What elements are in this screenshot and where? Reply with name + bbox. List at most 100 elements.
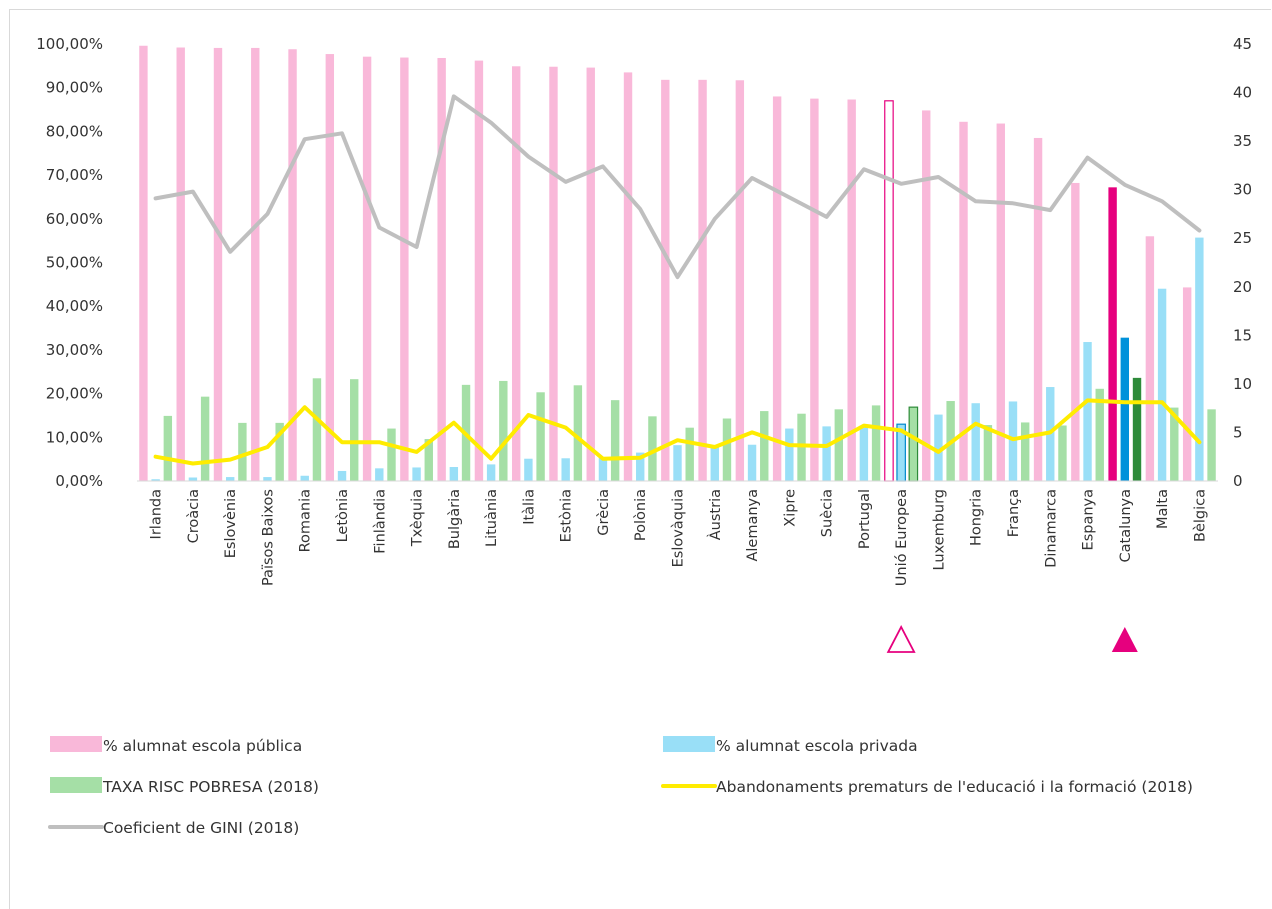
bar-poverty xyxy=(350,379,359,481)
bar-poverty xyxy=(685,427,694,481)
category-label: Lituània xyxy=(484,489,500,547)
y-right-tick-label: 5 xyxy=(1233,423,1243,441)
series-line xyxy=(153,94,1202,280)
category-label: Portugal xyxy=(857,489,873,549)
bar-private xyxy=(225,477,235,481)
legend-label: % alumnat escola privada xyxy=(716,737,918,755)
bar-private xyxy=(151,479,160,481)
bar-public xyxy=(623,72,633,481)
category-label: Romania xyxy=(298,489,314,552)
legend-label: Abandonaments prematurs de l'educació i … xyxy=(716,778,1193,796)
category-label: Finlàndia xyxy=(372,489,388,554)
bar-poverty xyxy=(238,422,247,481)
bar-public xyxy=(400,57,409,482)
right-axis-ticks: 0 5 10 15 20 25 30 35 40 45 xyxy=(1233,35,1252,490)
y-right-tick-label: 35 xyxy=(1233,132,1252,150)
category-label: Eslovàquia xyxy=(671,489,687,567)
bar-public xyxy=(362,56,372,481)
y-right-tick-label: 10 xyxy=(1233,375,1252,393)
category-label: Suècia xyxy=(820,489,836,537)
bar-private xyxy=(375,468,384,481)
bar-poverty xyxy=(871,405,881,481)
left-axis-ticks: 0,00% 10,00% 20,00% 30,00% 40,00% 50,00% 60,00… xyxy=(36,35,103,490)
bar-poverty xyxy=(573,385,583,481)
bar-private xyxy=(636,452,645,481)
bar-private xyxy=(1083,342,1092,481)
bar-public xyxy=(176,47,185,481)
bar-poverty xyxy=(200,396,210,481)
bar-private xyxy=(1195,237,1204,481)
bar-private xyxy=(747,444,757,481)
bar-public xyxy=(698,79,707,482)
y-left-tick-label: 80,00% xyxy=(46,122,103,140)
bar-public xyxy=(1182,287,1192,481)
category-label: Luxemburg xyxy=(931,489,947,571)
legend-swatch xyxy=(50,777,102,793)
bar-public xyxy=(549,66,558,481)
category-label: Bèlgica xyxy=(1192,489,1208,542)
bar-private xyxy=(971,403,980,481)
category-label: Letònia xyxy=(335,489,351,542)
bar-private xyxy=(449,467,459,481)
bar-poverty xyxy=(610,400,620,481)
y-left-tick-label: 40,00% xyxy=(46,297,103,315)
bar-poverty xyxy=(275,422,284,481)
category-label: Espanya xyxy=(1081,489,1097,550)
category-label: Txèquia xyxy=(410,489,426,547)
y-right-tick-label: 25 xyxy=(1233,229,1252,247)
highlight-markers xyxy=(886,625,1138,653)
legend-label: TAXA RISC POBRESA (2018) xyxy=(102,778,319,796)
bar-private xyxy=(934,414,943,481)
bar-private xyxy=(524,458,533,481)
category-labels: Irlanda Croàcia Eslovènia Països Baixos Roma… xyxy=(149,489,1209,586)
bar-private xyxy=(859,425,869,481)
legend-swatch xyxy=(50,736,102,752)
bar-poverty xyxy=(1132,377,1142,481)
category-label: Eslovènia xyxy=(223,489,239,558)
bar-public xyxy=(437,57,446,481)
bar-public xyxy=(139,45,148,482)
y-left-tick-label: 10,00% xyxy=(46,428,103,446)
bar-public xyxy=(1145,236,1155,481)
category-label: Polònia xyxy=(633,489,649,541)
bar-public xyxy=(1108,187,1117,481)
bar-public xyxy=(996,123,1005,481)
category-label: Estònia xyxy=(559,489,575,542)
bar-private xyxy=(561,458,570,481)
bar-poverty xyxy=(312,378,322,481)
legend: % alumnat escola pública % alumnat escola… xyxy=(48,736,1193,837)
y-right-tick-label: 15 xyxy=(1233,326,1252,344)
bar-public xyxy=(735,80,745,481)
y-left-tick-label: 50,00% xyxy=(46,254,103,272)
bar-private xyxy=(1120,337,1130,481)
bar-poverty xyxy=(387,428,396,481)
bars xyxy=(139,45,1216,482)
triangle-outline-marker xyxy=(886,625,916,653)
bar-public xyxy=(213,47,223,482)
bar-poverty xyxy=(163,415,173,481)
bar-public xyxy=(251,47,260,482)
bar-public xyxy=(586,67,595,482)
category-label: Irlanda xyxy=(149,489,165,539)
bar-public xyxy=(922,110,931,481)
y-right-tick-label: 20 xyxy=(1233,278,1252,296)
legend-swatch xyxy=(663,736,715,752)
y-left-tick-label: 0,00% xyxy=(55,472,103,490)
legend-label: % alumnat escola pública xyxy=(103,737,302,755)
y-right-tick-label: 45 xyxy=(1233,35,1252,53)
triangle-filled-marker xyxy=(1111,627,1138,652)
y-right-tick-label: 40 xyxy=(1233,84,1252,102)
y-left-tick-label: 20,00% xyxy=(46,385,103,403)
bar-public xyxy=(474,60,484,482)
bar-private xyxy=(263,477,272,481)
bar-public xyxy=(288,49,297,482)
chart-frame xyxy=(9,9,1271,909)
bar-poverty xyxy=(760,411,769,481)
bar-poverty xyxy=(1020,422,1030,481)
category-label: Croàcia xyxy=(186,489,202,543)
bar-public xyxy=(1033,137,1043,481)
bar-public xyxy=(772,96,782,481)
bar-poverty xyxy=(499,380,508,481)
y-left-tick-label: 100,00% xyxy=(36,35,103,53)
